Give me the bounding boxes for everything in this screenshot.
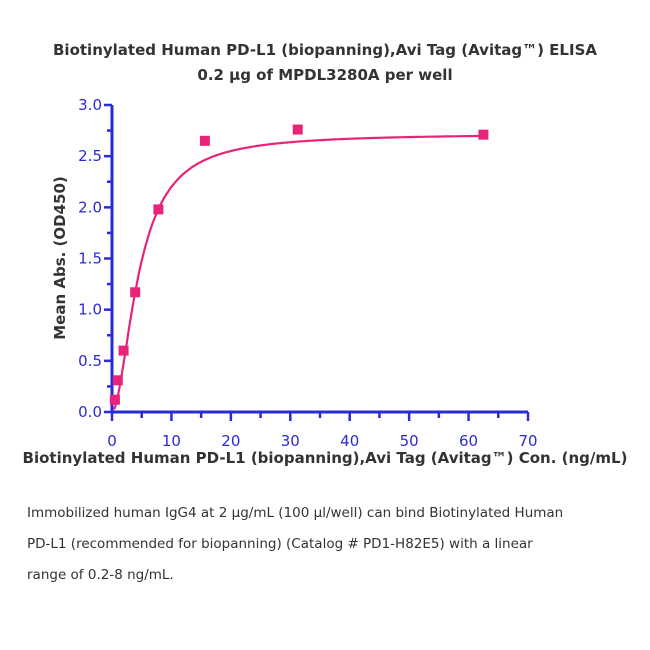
y-axis-label: Mean Abs. (OD450)	[51, 176, 69, 340]
x-tick-label: 10	[162, 432, 181, 450]
caption: Immobilized human IgG4 at 2 µg/mL (100 µ…	[27, 498, 627, 591]
y-tick-label: 1.0	[78, 301, 102, 319]
y-tick-label: 3.0	[78, 96, 102, 114]
y-tick-label: 1.5	[78, 250, 102, 268]
fit-curve	[113, 134, 484, 410]
data-point	[478, 129, 489, 140]
x-axis-label: Biotinylated Human PD-L1 (biopanning),Av…	[23, 449, 628, 467]
chart-title: Biotinylated Human PD-L1 (biopanning),Av…	[53, 41, 597, 59]
x-tick-label: 20	[221, 432, 240, 450]
data-point	[153, 204, 164, 215]
data-point	[130, 287, 141, 298]
data-point	[292, 124, 303, 135]
x-tick-label: 0	[107, 432, 117, 450]
y-tick-label: 2.0	[78, 198, 102, 216]
data-point	[112, 375, 123, 386]
y-tick-label: 2.5	[78, 147, 102, 165]
caption-line: PD-L1 (recommended for biopanning) (Cata…	[27, 536, 533, 552]
chart-subtitle: 0.2 µg of MPDL3280A per well	[197, 66, 453, 84]
x-tick-label: 50	[400, 432, 419, 450]
data-points	[109, 124, 489, 405]
caption-line: Immobilized human IgG4 at 2 µg/mL (100 µ…	[27, 505, 564, 521]
y-tick-label: 0.0	[78, 403, 102, 421]
x-tick-label: 40	[340, 432, 359, 450]
data-point	[109, 394, 120, 405]
caption-line: range of 0.2-8 ng/mL.	[27, 567, 174, 583]
x-tick-label: 60	[459, 432, 478, 450]
x-tick-label: 30	[281, 432, 300, 450]
y-tick-label: 0.5	[78, 352, 102, 370]
axes: 0.0 0.5 1.0 1.5 2.0 2.5 3.0 0 10 20 30 40 50 60 70	[78, 96, 537, 450]
data-point	[118, 345, 129, 356]
x-tick-label: 70	[518, 432, 537, 450]
data-point	[199, 135, 210, 146]
